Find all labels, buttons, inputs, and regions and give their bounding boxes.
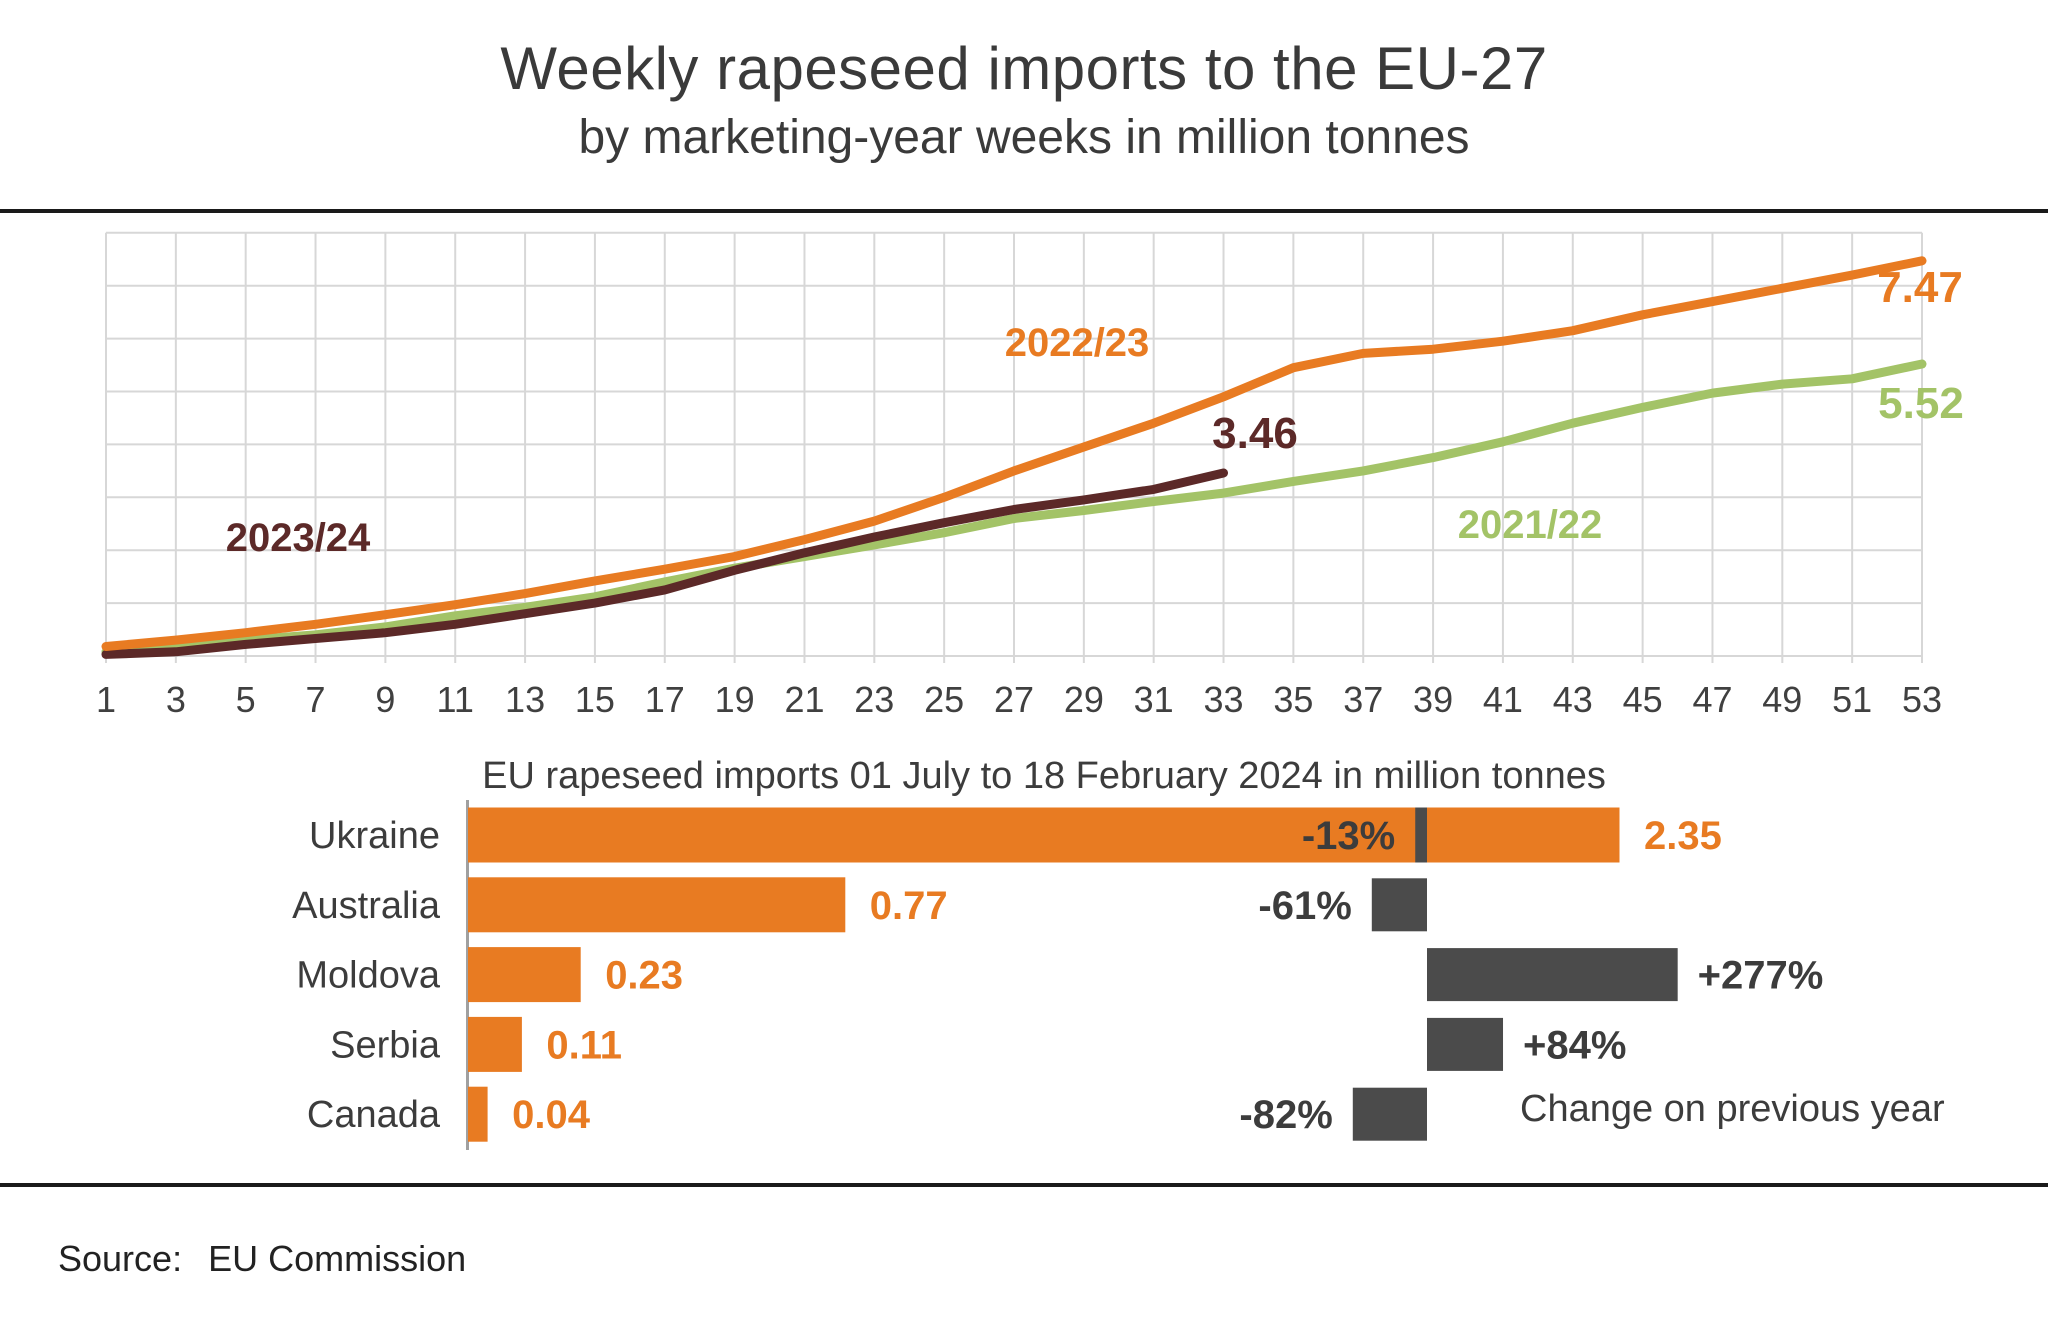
x-axis-tick-label: 19 bbox=[715, 679, 755, 720]
page-title: Weekly rapeseed imports to the EU-27 bbox=[500, 35, 1548, 102]
change-bar bbox=[1415, 807, 1427, 863]
series-line-2023-24 bbox=[101, 468, 1228, 659]
x-axis-tick-label: 7 bbox=[306, 679, 326, 720]
series-end-value-2022-23: 7.47 bbox=[1877, 263, 1963, 312]
x-axis-tick-label: 17 bbox=[645, 679, 685, 720]
x-axis-tick-label: 37 bbox=[1343, 679, 1383, 720]
x-axis-tick-label: 47 bbox=[1692, 679, 1732, 720]
x-axis-tick-label: 51 bbox=[1832, 679, 1872, 720]
change-note: Change on previous year bbox=[1520, 1088, 1945, 1130]
x-axis-tick-label: 27 bbox=[994, 679, 1034, 720]
x-axis-tick-label: 31 bbox=[1134, 679, 1174, 720]
page-subtitle: by marketing-year weeks in million tonne… bbox=[578, 111, 1470, 164]
x-axis-tick-label: 11 bbox=[437, 679, 474, 720]
x-axis-tick-label: 35 bbox=[1273, 679, 1313, 720]
x-axis-tick-label: 45 bbox=[1623, 679, 1663, 720]
x-axis-tick-label: 5 bbox=[236, 679, 256, 720]
change-bar-label: +277% bbox=[1698, 954, 1824, 998]
import-bar-value: 0.77 bbox=[870, 884, 948, 928]
import-bar bbox=[468, 1016, 522, 1072]
change-bar bbox=[1371, 878, 1427, 932]
import-bar bbox=[468, 807, 1620, 863]
x-axis-tick-label: 13 bbox=[505, 679, 545, 720]
series-label-2022-23: 2022/23 bbox=[1005, 321, 1150, 365]
series-end-value-2023-24: 3.46 bbox=[1212, 409, 1298, 458]
change-bar-label: +84% bbox=[1523, 1023, 1626, 1067]
bar-category-label: Serbia bbox=[330, 1024, 441, 1066]
series-label-2021-22: 2021/22 bbox=[1458, 503, 1603, 547]
series-end-value-2021-22: 5.52 bbox=[1878, 379, 1964, 428]
change-bar bbox=[1352, 1087, 1427, 1141]
x-axis-tick-label: 43 bbox=[1553, 679, 1593, 720]
x-axis-tick-label: 15 bbox=[575, 679, 615, 720]
series-line-2021-22 bbox=[101, 359, 1927, 657]
x-axis-tick-label: 41 bbox=[1483, 679, 1523, 720]
import-bar-value: 2.35 bbox=[1644, 814, 1722, 858]
x-axis-tick-label: 9 bbox=[375, 679, 395, 720]
bottom-divider bbox=[0, 1183, 2048, 1187]
top-divider bbox=[0, 209, 2048, 213]
bar-category-label: Moldova bbox=[296, 955, 440, 997]
series-line-2022-23 bbox=[101, 256, 1927, 651]
import-bar bbox=[468, 877, 846, 933]
bar-category-label: Canada bbox=[307, 1094, 441, 1136]
import-bar bbox=[468, 1086, 488, 1142]
bar-category-label: Ukraine bbox=[309, 815, 440, 857]
source-line: Source: EU Commission bbox=[58, 1238, 466, 1280]
change-bar-label: -13% bbox=[1302, 814, 1395, 858]
x-axis-tick-label: 33 bbox=[1204, 679, 1244, 720]
import-bar-value: 0.11 bbox=[546, 1023, 622, 1067]
x-axis-tick-label: 39 bbox=[1413, 679, 1453, 720]
x-axis-tick-label: 49 bbox=[1762, 679, 1802, 720]
x-axis-tick-label: 3 bbox=[166, 679, 186, 720]
change-bar-label: -82% bbox=[1239, 1093, 1332, 1137]
change-bar-label: -61% bbox=[1258, 884, 1351, 928]
source-value: EU Commission bbox=[208, 1238, 467, 1279]
bar-chart-title: EU rapeseed imports 01 July to 18 Februa… bbox=[482, 755, 1606, 797]
x-axis-tick-label: 53 bbox=[1902, 679, 1942, 720]
x-axis-tick-label: 1 bbox=[96, 679, 116, 720]
import-bar-value: 0.23 bbox=[605, 954, 683, 998]
import-bar bbox=[468, 947, 581, 1003]
x-axis-tick-label: 23 bbox=[854, 679, 894, 720]
change-bar bbox=[1427, 1017, 1504, 1071]
x-axis-tick-label: 25 bbox=[924, 679, 964, 720]
source-label: Source: bbox=[58, 1238, 183, 1279]
bar-category-label: Australia bbox=[292, 885, 441, 927]
x-axis-tick-label: 21 bbox=[784, 679, 824, 720]
line-chart-grid bbox=[105, 231, 1923, 663]
series-label-2023-24: 2023/24 bbox=[226, 516, 371, 560]
x-axis-tick-label: 29 bbox=[1064, 679, 1104, 720]
change-bar bbox=[1427, 948, 1678, 1002]
import-bar-value: 0.04 bbox=[512, 1093, 591, 1137]
